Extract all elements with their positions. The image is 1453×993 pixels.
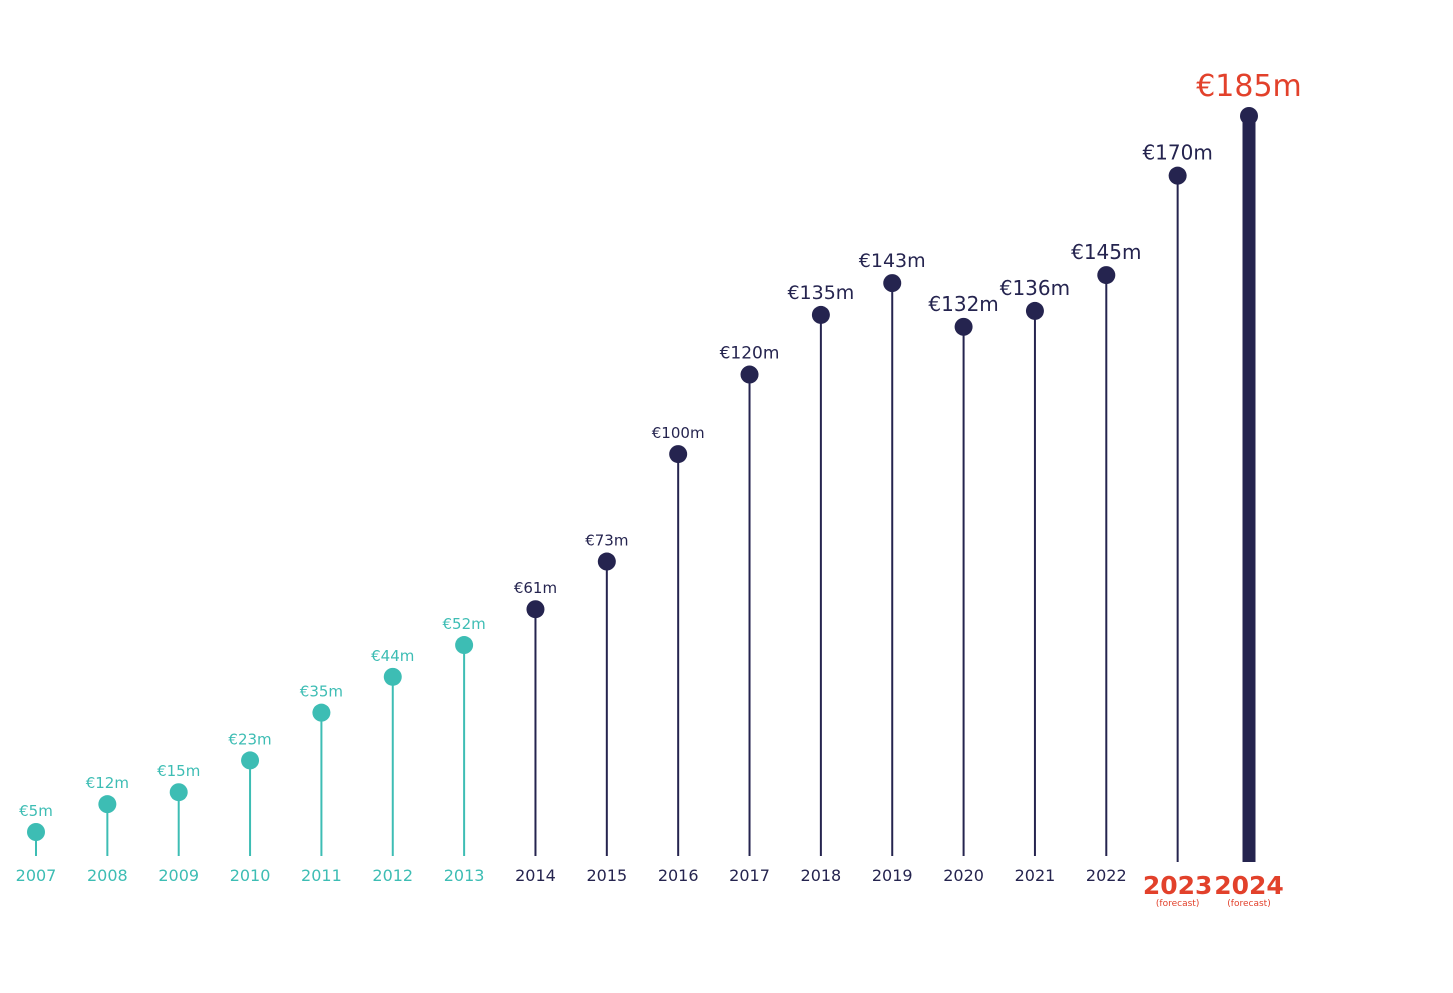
dot-2024 (1240, 107, 1258, 125)
year-label-2007: 2007 (16, 866, 57, 885)
dot-2009 (169, 783, 188, 802)
value-label-2008: €12m (86, 774, 129, 792)
year-label-2017: 2017 (729, 866, 770, 885)
value-label-2023: €170m (1142, 141, 1212, 165)
dot-2020 (954, 317, 973, 336)
year-label-2015: 2015 (586, 866, 627, 885)
value-label-2021: €136m (1000, 276, 1070, 300)
value-label-2010: €23m (228, 730, 271, 748)
year-label-2009: 2009 (158, 866, 199, 885)
value-label-2019: €143m (859, 250, 926, 272)
dot-2012 (383, 667, 402, 686)
year-label-2019: 2019 (872, 866, 913, 885)
dot-2014 (526, 600, 545, 619)
dot-2016 (669, 445, 688, 464)
forecast-note-2023: (forecast) (1156, 899, 1199, 909)
dot-2007 (27, 823, 45, 841)
dot-2019 (883, 274, 902, 293)
value-label-2024: €185m (1196, 69, 1302, 104)
year-label-2024: 2024 (1214, 871, 1284, 900)
value-label-2017: €120m (720, 344, 780, 364)
year-label-2020: 2020 (943, 866, 984, 885)
year-label-2016: 2016 (658, 866, 699, 885)
dot-2021 (1025, 301, 1044, 320)
dot-2013 (455, 636, 474, 655)
value-label-2016: €100m (652, 424, 705, 442)
value-label-2020: €132m (928, 292, 998, 316)
dot-2023 (1168, 166, 1187, 185)
year-label-2018: 2018 (801, 866, 842, 885)
year-label-2014: 2014 (515, 866, 556, 885)
dot-2022 (1097, 266, 1116, 285)
value-label-2018: €135m (787, 282, 854, 304)
year-label-2012: 2012 (372, 866, 413, 885)
year-label-2010: 2010 (230, 866, 271, 885)
value-label-2011: €35m (300, 683, 343, 701)
year-label-2022: 2022 (1086, 866, 1127, 885)
dot-2017 (740, 365, 759, 384)
dot-2015 (597, 552, 616, 571)
value-label-2022: €145m (1071, 240, 1141, 264)
dot-2011 (312, 703, 331, 722)
value-label-2015: €73m (585, 532, 628, 550)
value-label-2007: €5m (19, 802, 53, 820)
dot-2010 (241, 751, 260, 770)
year-label-2021: 2021 (1015, 866, 1056, 885)
year-label-2023: 2023 (1143, 871, 1213, 900)
value-label-2014: €61m (514, 579, 557, 597)
value-label-2012: €44m (371, 647, 414, 665)
value-label-2009: €15m (157, 762, 200, 780)
dot-2008 (98, 795, 117, 814)
forecast-note-2024: (forecast) (1227, 899, 1270, 909)
year-label-2013: 2013 (444, 866, 485, 885)
year-label-2011: 2011 (301, 866, 342, 885)
value-label-2013: €52m (442, 615, 485, 633)
year-label-2008: 2008 (87, 866, 128, 885)
dot-2018 (811, 305, 830, 324)
